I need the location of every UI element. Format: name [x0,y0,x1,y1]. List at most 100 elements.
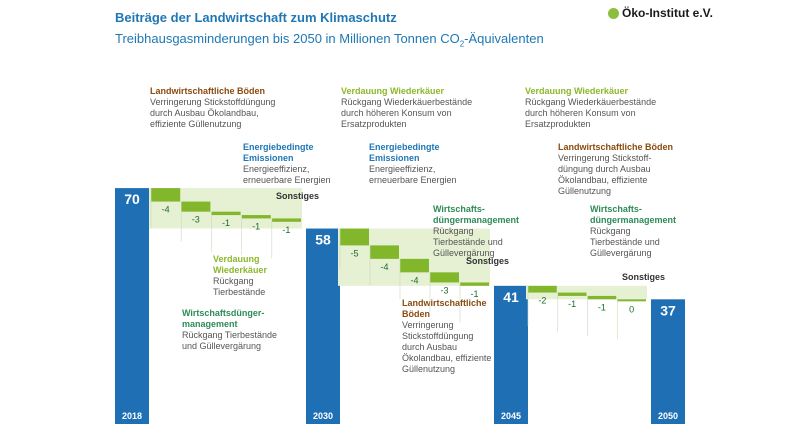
step-desc-1-0-1: durch höheren Konsum von [341,108,452,118]
step-desc-1-3-0: Rückgang [433,226,474,236]
step-desc-0-3-0: Energieeffizienz, [243,164,309,174]
step-title-2-2-0: Wirtschafts- [590,204,642,214]
step-desc-1-2-3: Ökolandbau, effiziente [402,353,491,363]
total-bar-2030 [306,228,340,424]
subtitle-suffix: -Äquivalenten [464,31,544,46]
step-value-0-4: -1 [282,225,290,235]
step-value-1-1: -4 [380,262,388,272]
step-desc-2-1-0: Verringerung Stickstoff- [558,153,651,163]
year-label-2045: 2045 [501,411,521,421]
step-title-1-2-1: Böden [402,309,430,319]
year-label-2018: 2018 [122,411,142,421]
step-desc-1-0-0: Rückgang Wiederkäuerbestände [341,97,472,107]
total-bar-2045 [494,285,528,424]
step-title-1-4-0: Sonstiges [466,256,509,266]
step-desc-0-1-1: Tierbestände [213,287,265,297]
step-title-0-3-0: Energiebedingte [243,142,314,152]
step-value-2-3: 0 [629,304,634,314]
step-title-0-1-0: Verdauung [213,254,260,264]
step-desc-2-1-2: Ökolandbau, effiziente [558,175,647,185]
step-value-2-1: -1 [568,299,576,309]
brand-logo: Öko-Institut e.V. [608,6,713,20]
step-bar-2-0 [528,285,557,293]
year-label-2050: 2050 [658,411,678,421]
step-desc-2-2-2: Güllevergärung [590,248,652,258]
step-desc-2-0-2: Ersatzprodukten [525,119,591,129]
step-desc-0-3-1: erneuerbare Energien [243,175,331,185]
step-title-1-3-1: düngermanagement [433,215,519,225]
step-title-1-1-0: Energiebedingte [369,142,440,152]
total-bar-2018 [115,188,149,424]
step-title-1-3-0: Wirtschafts- [433,204,485,214]
step-desc-1-2-1: Stickstoffdüngung [402,331,473,341]
step-desc-2-2-1: Tierbestände und [590,237,660,247]
brand-name: Öko-Institut e.V. [622,6,713,20]
brand-logo-icon [608,7,619,19]
step-value-0-2: -1 [222,218,230,228]
step-bar-1-0 [340,228,369,246]
chart-title: Beiträge der Landwirtschaft zum Klimasch… [115,10,397,25]
step-desc-2-1-1: düngung durch Ausbau [558,164,651,174]
step-title-0-0-0: Landwirtschaftliche Böden [150,86,265,96]
step-desc-0-0-1: durch Ausbau Ökolandbau, [150,108,259,118]
step-title-2-2-1: düngermanagement [590,215,676,225]
step-bar-1-1 [370,245,399,259]
step-title-0-2-0: Wirtschaftsdünger- [182,308,264,318]
subtitle-subscript: 2 [459,39,465,49]
step-value-1-4: -1 [470,289,478,299]
step-title-0-4-0: Sonstiges [276,191,319,201]
step-title-0-1-1: Wiederkäuer [213,265,267,275]
step-title-1-1-1: Emissionen [369,153,420,163]
step-value-2-0: -2 [538,296,546,306]
step-desc-1-2-0: Verringerung [402,320,454,330]
step-title-2-0-0: Verdauung Wiederkäuer [525,86,628,96]
step-bar-1-4 [460,282,489,286]
step-bar-2-2 [587,295,617,300]
subtitle-text: Treibhausgasminderungen bis 2050 in Mill… [115,31,460,46]
step-title-2-3-0: Sonstiges [622,272,665,282]
step-desc-1-2-2: durch Ausbau [402,342,457,352]
step-bar-0-4 [271,218,301,222]
step-desc-0-0-0: Verringerung Stickstoffdüngung [150,97,275,107]
step-bar-0-1 [181,201,211,212]
step-title-1-0-0: Verdauung Wiederkäuer [341,86,444,96]
total-value-2030: 58 [315,232,331,248]
step-desc-1-1-0: Energieeffizienz, [369,164,435,174]
step-bar-0-0 [151,188,181,202]
year-label-2030: 2030 [313,411,333,421]
total-value-2045: 41 [503,289,519,305]
step-title-0-2-1: management [182,319,238,329]
step-bar-0-2 [211,211,241,216]
step-value-1-3: -3 [440,285,448,295]
step-value-1-0: -5 [350,248,358,258]
total-value-2018: 70 [124,191,140,207]
step-value-0-0: -4 [162,205,170,215]
step-bar-2-1 [557,292,587,296]
total-value-2050: 37 [660,302,676,318]
step-desc-1-3-1: Tierbestände und [433,237,503,247]
step-desc-2-0-0: Rückgang Wiederkäuerbestände [525,97,656,107]
step-value-1-2: -4 [410,275,418,285]
step-bar-1-2 [400,258,429,273]
step-desc-1-0-2: Ersatzprodukten [341,119,407,129]
step-desc-0-1-0: Rückgang [213,276,254,286]
chart-subtitle: Treibhausgasminderungen bis 2050 in Mill… [115,31,544,49]
step-value-2-2: -1 [598,302,606,312]
step-desc-1-1-1: erneuerbare Energien [369,175,457,185]
step-bar-0-3 [241,215,271,219]
step-bar-2-3 [617,299,646,302]
total-bar-2050 [651,299,685,424]
step-value-0-3: -1 [252,221,260,231]
step-desc-0-2-1: und Güllevergärung [182,341,261,351]
step-title-1-2-0: Landwirtschaftliche [402,298,487,308]
step-title-2-1-0: Landwirtschaftliche Böden [558,142,673,152]
step-title-0-3-1: Emissionen [243,153,294,163]
step-bar-1-3 [430,272,459,283]
step-desc-2-2-0: Rückgang [590,226,631,236]
step-desc-0-0-2: effiziente Güllenutzung [150,119,241,129]
step-desc-1-2-4: Güllenutzung [402,364,455,374]
step-desc-2-0-1: durch höheren Konsum von [525,108,636,118]
step-desc-0-2-0: Rückgang Tierbestände [182,330,277,340]
step-desc-2-1-3: Güllenutzung [558,186,611,196]
